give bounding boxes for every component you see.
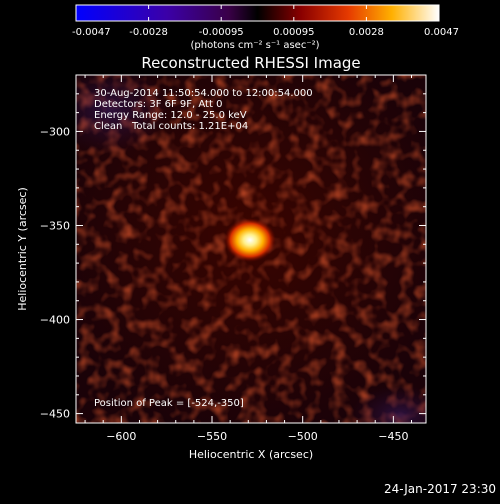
colorbar-ticks: -0.0047 -0.0028 -0.00095 0.00095 0.0028 0.004… — [72, 5, 459, 38]
x-axis: −600 −550 −500 −450 — [84, 75, 412, 443]
colorbar-tick-label: -0.0047 — [72, 27, 111, 38]
colorbar-tick-label: 0.0047 — [424, 27, 459, 38]
info-time-range: 30-Aug-2014 11:50:54.000 to 12:00:54.000 — [94, 88, 313, 99]
colorbar-gradient — [75, 4, 440, 22]
x-tick-label: −550 — [197, 430, 227, 443]
colorbar-tick-label: 0.00095 — [273, 27, 314, 38]
info-detectors: Detectors: 3F 6F 9F, Att 0 — [94, 99, 222, 110]
x-axis-label: Heliocentric X (arcsec) — [189, 448, 313, 461]
colorbar-tick-label: 0.0028 — [349, 27, 384, 38]
plot-frame — [75, 74, 427, 424]
plot-title: Reconstructed RHESSI Image — [141, 54, 360, 72]
colorbar-tick-label: -0.00095 — [199, 27, 244, 38]
info-clean: Clean — [94, 121, 122, 132]
colorbar-units-label: (photons cm⁻² s⁻¹ asec⁻²) — [190, 40, 319, 51]
x-tick-label: −450 — [378, 430, 408, 443]
observation-info: 30-Aug-2014 11:50:54.000 to 12:00:54.000… — [94, 88, 313, 132]
flare-source — [224, 218, 276, 262]
info-total-counts: Total counts: 1.21E+04 — [131, 121, 248, 132]
x-tick-label: −600 — [106, 430, 136, 443]
peak-position-label: Position of Peak = [-524,-350] — [94, 398, 244, 409]
y-tick-label: −350 — [40, 219, 70, 232]
footer-timestamp: 24-Jan-2017 23:30 — [384, 482, 496, 496]
y-tick-label: −400 — [40, 314, 70, 327]
y-tick-label: −450 — [40, 408, 70, 421]
y-axis: −300 −350 −400 −450 — [40, 74, 426, 421]
colorbar: -0.0047 -0.0028 -0.00095 0.00095 0.0028 0.004… — [72, 4, 459, 51]
info-energy-range: Energy Range: 12.0 - 25.0 keV — [94, 110, 247, 121]
y-tick-label: −300 — [40, 125, 70, 138]
reconstructed-image — [76, 75, 426, 423]
x-tick-label: −500 — [288, 430, 318, 443]
colorbar-tick-label: -0.0028 — [129, 27, 168, 38]
y-axis-label: Heliocentric Y (arcsec) — [16, 187, 29, 311]
